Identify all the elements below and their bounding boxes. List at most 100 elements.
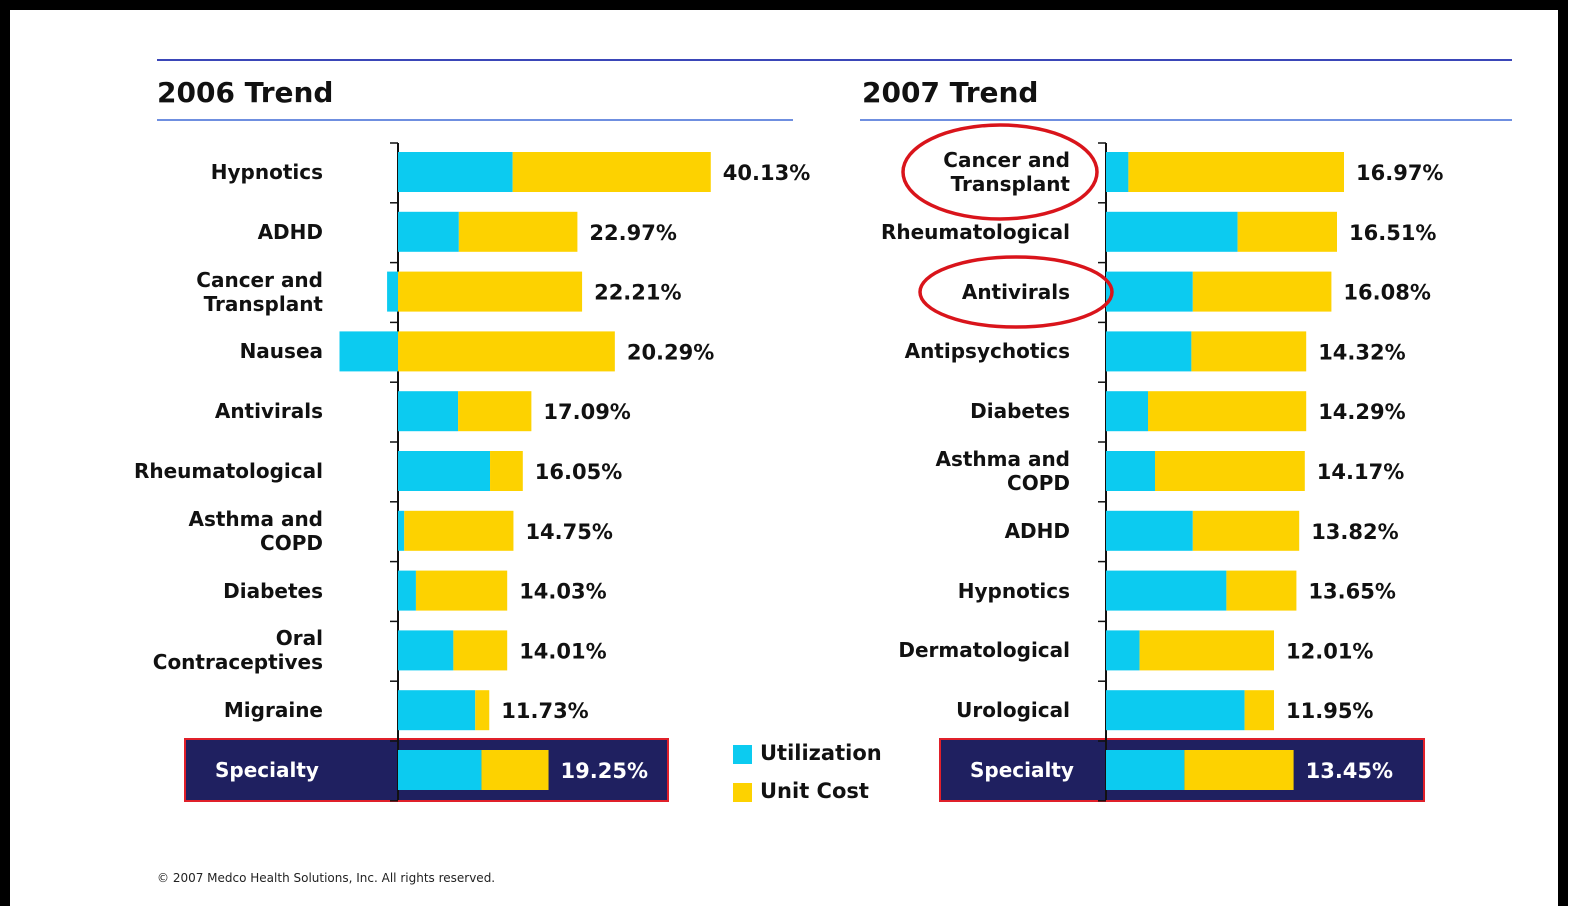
legend-swatch <box>733 745 752 764</box>
total-label: 12.01% <box>1286 639 1373 663</box>
total-label: 14.29% <box>1318 400 1405 424</box>
category-label: Specialty <box>215 758 319 782</box>
total-label: 11.95% <box>1286 699 1373 723</box>
total-label: 14.32% <box>1318 340 1405 364</box>
total-label: 14.75% <box>525 520 612 544</box>
bar-segment <box>1106 331 1192 372</box>
bar-segment <box>1106 451 1155 491</box>
bar-segment <box>398 451 491 491</box>
bar-segment <box>398 152 513 192</box>
bar-segment <box>1192 510 1300 551</box>
footer: © 2007 Medco Health Solutions, Inc. All … <box>157 871 496 885</box>
bar-segment <box>1106 630 1140 671</box>
annotation-circle <box>918 255 1114 329</box>
category-label: ADHD <box>257 219 323 244</box>
bar-segment <box>1106 510 1193 551</box>
legend-label: Utilization <box>760 741 882 765</box>
category-label: Migraine <box>223 698 323 723</box>
bar-segment <box>339 331 398 372</box>
category-label: Rheumatological <box>133 459 323 483</box>
total-label: 13.45% <box>1306 759 1393 783</box>
bar-segment <box>1106 211 1238 252</box>
bar-segment <box>458 391 532 432</box>
total-label: 16.97% <box>1356 161 1443 185</box>
category-label: Antivirals <box>961 279 1070 304</box>
category-label: Antivirals <box>214 399 323 424</box>
total-label: 40.13% <box>723 161 810 185</box>
bar-segment <box>398 391 459 432</box>
category-label: ADHD <box>1004 518 1070 543</box>
total-label: 13.82% <box>1311 520 1398 544</box>
total-label: 19.25% <box>561 759 648 783</box>
bar-segment <box>404 510 514 551</box>
bar-segment <box>1237 211 1337 252</box>
category-label: Asthma and COPD <box>188 506 323 555</box>
total-label: 16.05% <box>535 460 622 484</box>
bar-segment <box>398 271 583 312</box>
total-label: 16.08% <box>1343 281 1430 305</box>
bar-segment <box>1155 451 1305 491</box>
total-label: 22.21% <box>594 281 681 305</box>
category-label: Antipsychotics <box>904 339 1070 364</box>
bar-segment <box>1139 630 1274 671</box>
bar-segment <box>1244 690 1274 731</box>
bar-segment <box>453 630 508 671</box>
category-label: Diabetes <box>223 578 323 603</box>
category-label: Cancer and Transplant <box>196 267 323 316</box>
total-label: 14.01% <box>519 639 606 663</box>
bar-segment <box>398 331 615 372</box>
bar-segment <box>1128 152 1344 192</box>
category-label: Hypnotics <box>957 578 1070 603</box>
bar-segment <box>475 690 490 731</box>
bar-segment <box>1184 750 1294 790</box>
bar-segment <box>398 690 476 731</box>
total-label: 14.17% <box>1317 460 1404 484</box>
bar-segment <box>398 570 416 611</box>
annotation-circle <box>901 123 1099 221</box>
total-label: 13.65% <box>1308 580 1395 604</box>
bar-segment <box>481 750 549 790</box>
category-label: Urological <box>956 698 1070 723</box>
category-label: Rheumatological <box>880 219 1070 244</box>
bar-segment <box>512 152 711 192</box>
category-label: Dermatological <box>898 638 1070 663</box>
total-label: 14.03% <box>519 580 606 604</box>
bar-segment <box>398 630 454 671</box>
chart-title: 2006 Trend <box>157 76 333 109</box>
category-label: Diabetes <box>970 399 1070 424</box>
category-label: Asthma and COPD <box>935 447 1070 495</box>
bar-segment <box>1191 331 1307 372</box>
total-label: 20.29% <box>627 340 714 364</box>
bar-segment <box>1106 152 1129 192</box>
bar-segment <box>1106 690 1245 731</box>
bar-segment <box>1226 570 1297 611</box>
bar-segment <box>458 211 578 252</box>
bar-segment <box>1106 391 1148 432</box>
bar-segment <box>1192 271 1332 312</box>
category-label: Specialty <box>970 758 1074 782</box>
bar-segment <box>1106 570 1227 611</box>
bar-segment <box>398 510 405 551</box>
category-label: Cancer and Transplant <box>943 148 1070 196</box>
bar-segment <box>1106 750 1185 790</box>
category-label: Hypnotics <box>210 160 323 184</box>
category-label: Oral Contraceptives <box>152 626 323 675</box>
bar-segment <box>490 451 523 491</box>
total-label: 22.97% <box>589 221 676 245</box>
total-label: 17.09% <box>543 400 630 424</box>
total-label: 11.73% <box>501 699 588 723</box>
chart-title: 2007 Trend <box>862 76 1038 109</box>
bar-segment <box>415 570 508 611</box>
bar-segment <box>1106 271 1193 312</box>
bar-segment <box>387 271 398 312</box>
category-label: Nausea <box>239 339 323 364</box>
bar-segment <box>398 750 482 790</box>
legend-swatch <box>733 783 752 802</box>
bar-segment <box>1148 391 1307 432</box>
total-label: 16.51% <box>1349 221 1436 245</box>
bar-segment <box>398 211 459 252</box>
legend-label: Unit Cost <box>760 779 869 803</box>
